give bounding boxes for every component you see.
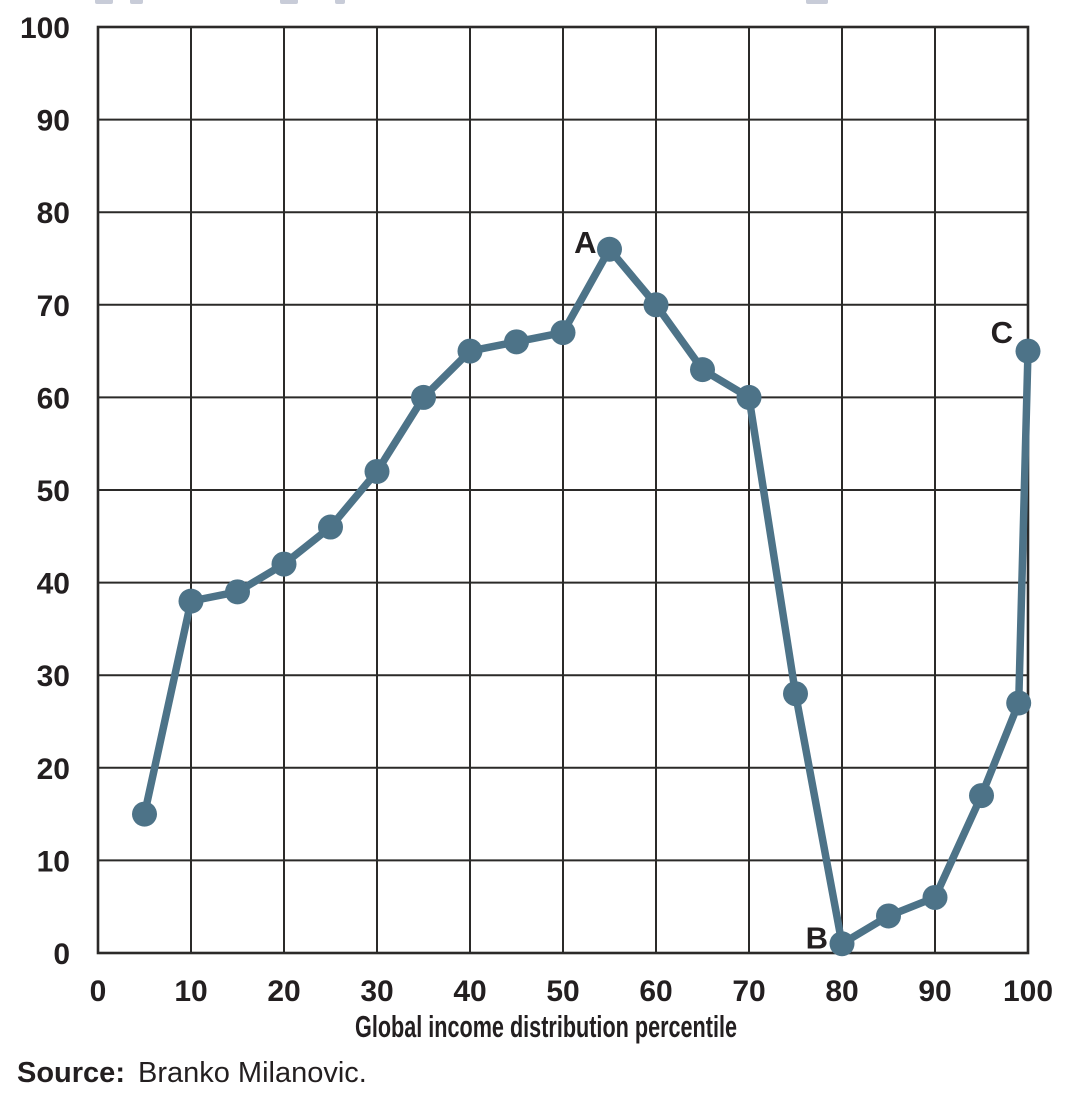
data-point [829, 931, 855, 957]
data-point [1015, 338, 1041, 364]
x-tick-label: 80 [825, 975, 858, 1008]
cropped-text-fragment [130, 0, 143, 4]
y-tick-label: 90 [37, 105, 70, 138]
x-tick-label: 10 [174, 975, 207, 1008]
elephant-curve-line-chart: 0 10 20 30 40 50 60 70 80 90 100 0 10 20 30 40 50 60 70 80 9… [20, 12, 1053, 1044]
point-annotation-a: A [574, 225, 596, 260]
y-tick-label: 80 [37, 197, 70, 230]
y-tick-label: 100 [20, 12, 70, 45]
y-tick-label: 30 [37, 660, 70, 693]
data-point [1006, 690, 1032, 716]
data-point [504, 329, 529, 355]
data-point [969, 783, 994, 809]
y-tick-label: 0 [53, 938, 70, 971]
x-tick-label: 30 [360, 975, 393, 1008]
point-annotation-b: B [806, 921, 828, 956]
data-point [643, 292, 669, 318]
y-tick-label: 40 [37, 568, 70, 601]
x-tick-label: 100 [1003, 975, 1053, 1008]
x-tick-label: 20 [267, 975, 300, 1008]
data-point [922, 884, 948, 910]
data-point [736, 384, 762, 410]
data-point [457, 338, 483, 364]
data-point [597, 236, 622, 262]
source-note: Source: Branko Milanovic. [17, 1057, 367, 1090]
data-point [132, 801, 157, 827]
y-tick-label: 10 [37, 845, 70, 878]
cropped-text-fragment [280, 0, 298, 4]
data-line [140, 245, 1032, 948]
cropped-text-fragment [95, 0, 113, 4]
cropped-text-fragments [0, 0, 1078, 6]
x-tick-label: 90 [918, 975, 951, 1008]
data-point [364, 458, 390, 484]
y-tick-label: 70 [37, 290, 70, 323]
source-text: Branko Milanovic. [137, 1057, 367, 1089]
x-tick-label: 60 [639, 975, 672, 1008]
cropped-text-fragment [335, 0, 345, 4]
data-point [690, 357, 715, 383]
data-point [876, 903, 901, 929]
y-tick-label: 20 [37, 753, 70, 786]
cropped-text-fragment [806, 0, 828, 4]
x-tick-label: 70 [732, 975, 765, 1008]
data-point [178, 588, 204, 614]
data-point [271, 551, 297, 577]
data-point [225, 579, 250, 605]
y-tick-label: 50 [37, 475, 70, 508]
y-tick-label: 60 [37, 382, 70, 415]
data-point [411, 384, 436, 410]
x-tick-label: 40 [453, 975, 486, 1008]
source-label: Source: [17, 1057, 125, 1089]
data-point [550, 320, 576, 346]
x-tick-label: 50 [546, 975, 579, 1008]
point-annotation-c: C [991, 315, 1013, 350]
x-axis-title: Global income distribution percentile [355, 1009, 737, 1044]
data-point [783, 681, 808, 707]
x-tick-label: 0 [90, 975, 107, 1008]
data-point [318, 514, 343, 540]
